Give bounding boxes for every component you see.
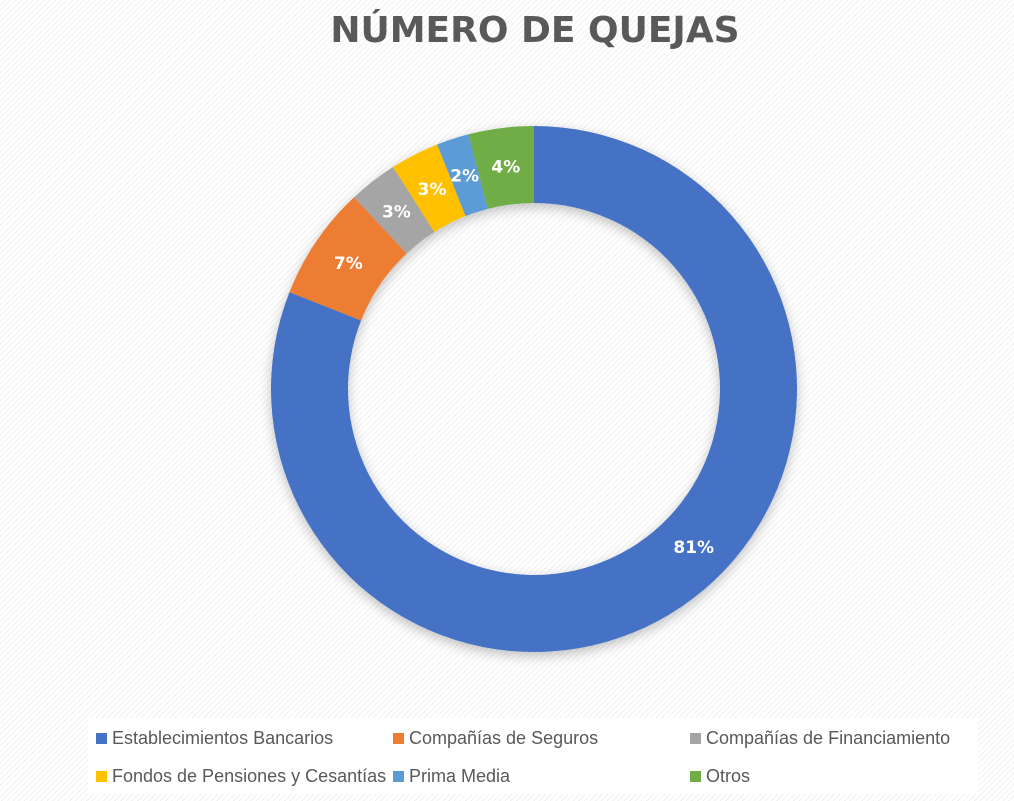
data-label: 3% — [418, 180, 447, 200]
slice-3 — [393, 144, 466, 232]
legend-item: Prima Media — [393, 766, 510, 787]
slice-1 — [289, 197, 407, 321]
slice-4 — [437, 134, 488, 217]
legend-item: Establecimientos Bancarios — [96, 728, 333, 749]
legend-item: Fondos de Pensiones y Cesantías — [96, 766, 386, 787]
data-label: 3% — [382, 203, 411, 223]
legend-label: Fondos de Pensiones y Cesantías — [112, 766, 387, 786]
legend: Establecimientos Bancarios Compañías de S… — [88, 718, 978, 794]
legend-label: Prima Media — [409, 766, 511, 786]
slice-2 — [353, 166, 435, 254]
legend-item: Compañías de Financiamiento — [690, 728, 950, 749]
legend-swatch — [96, 733, 107, 744]
slice-5 — [468, 126, 534, 209]
legend-label: Otros — [706, 766, 751, 786]
legend-label: Compañías de Financiamiento — [706, 728, 951, 748]
legend-swatch — [96, 771, 107, 782]
data-label: 2% — [450, 166, 479, 186]
legend-swatch — [393, 771, 404, 782]
legend-label: Compañías de Seguros — [409, 728, 599, 748]
data-label: 4% — [491, 157, 520, 177]
legend-item: Compañías de Seguros — [393, 728, 598, 749]
legend-swatch — [690, 733, 701, 744]
data-label: 7% — [334, 254, 363, 274]
chart-title: NÚMERO DE QUEJAS — [330, 10, 740, 51]
legend-label: Establecimientos Bancarios — [112, 728, 334, 748]
legend-item: Otros — [690, 766, 750, 787]
legend-swatch — [393, 733, 404, 744]
legend-swatch — [690, 771, 701, 782]
data-label: 81% — [673, 538, 714, 558]
